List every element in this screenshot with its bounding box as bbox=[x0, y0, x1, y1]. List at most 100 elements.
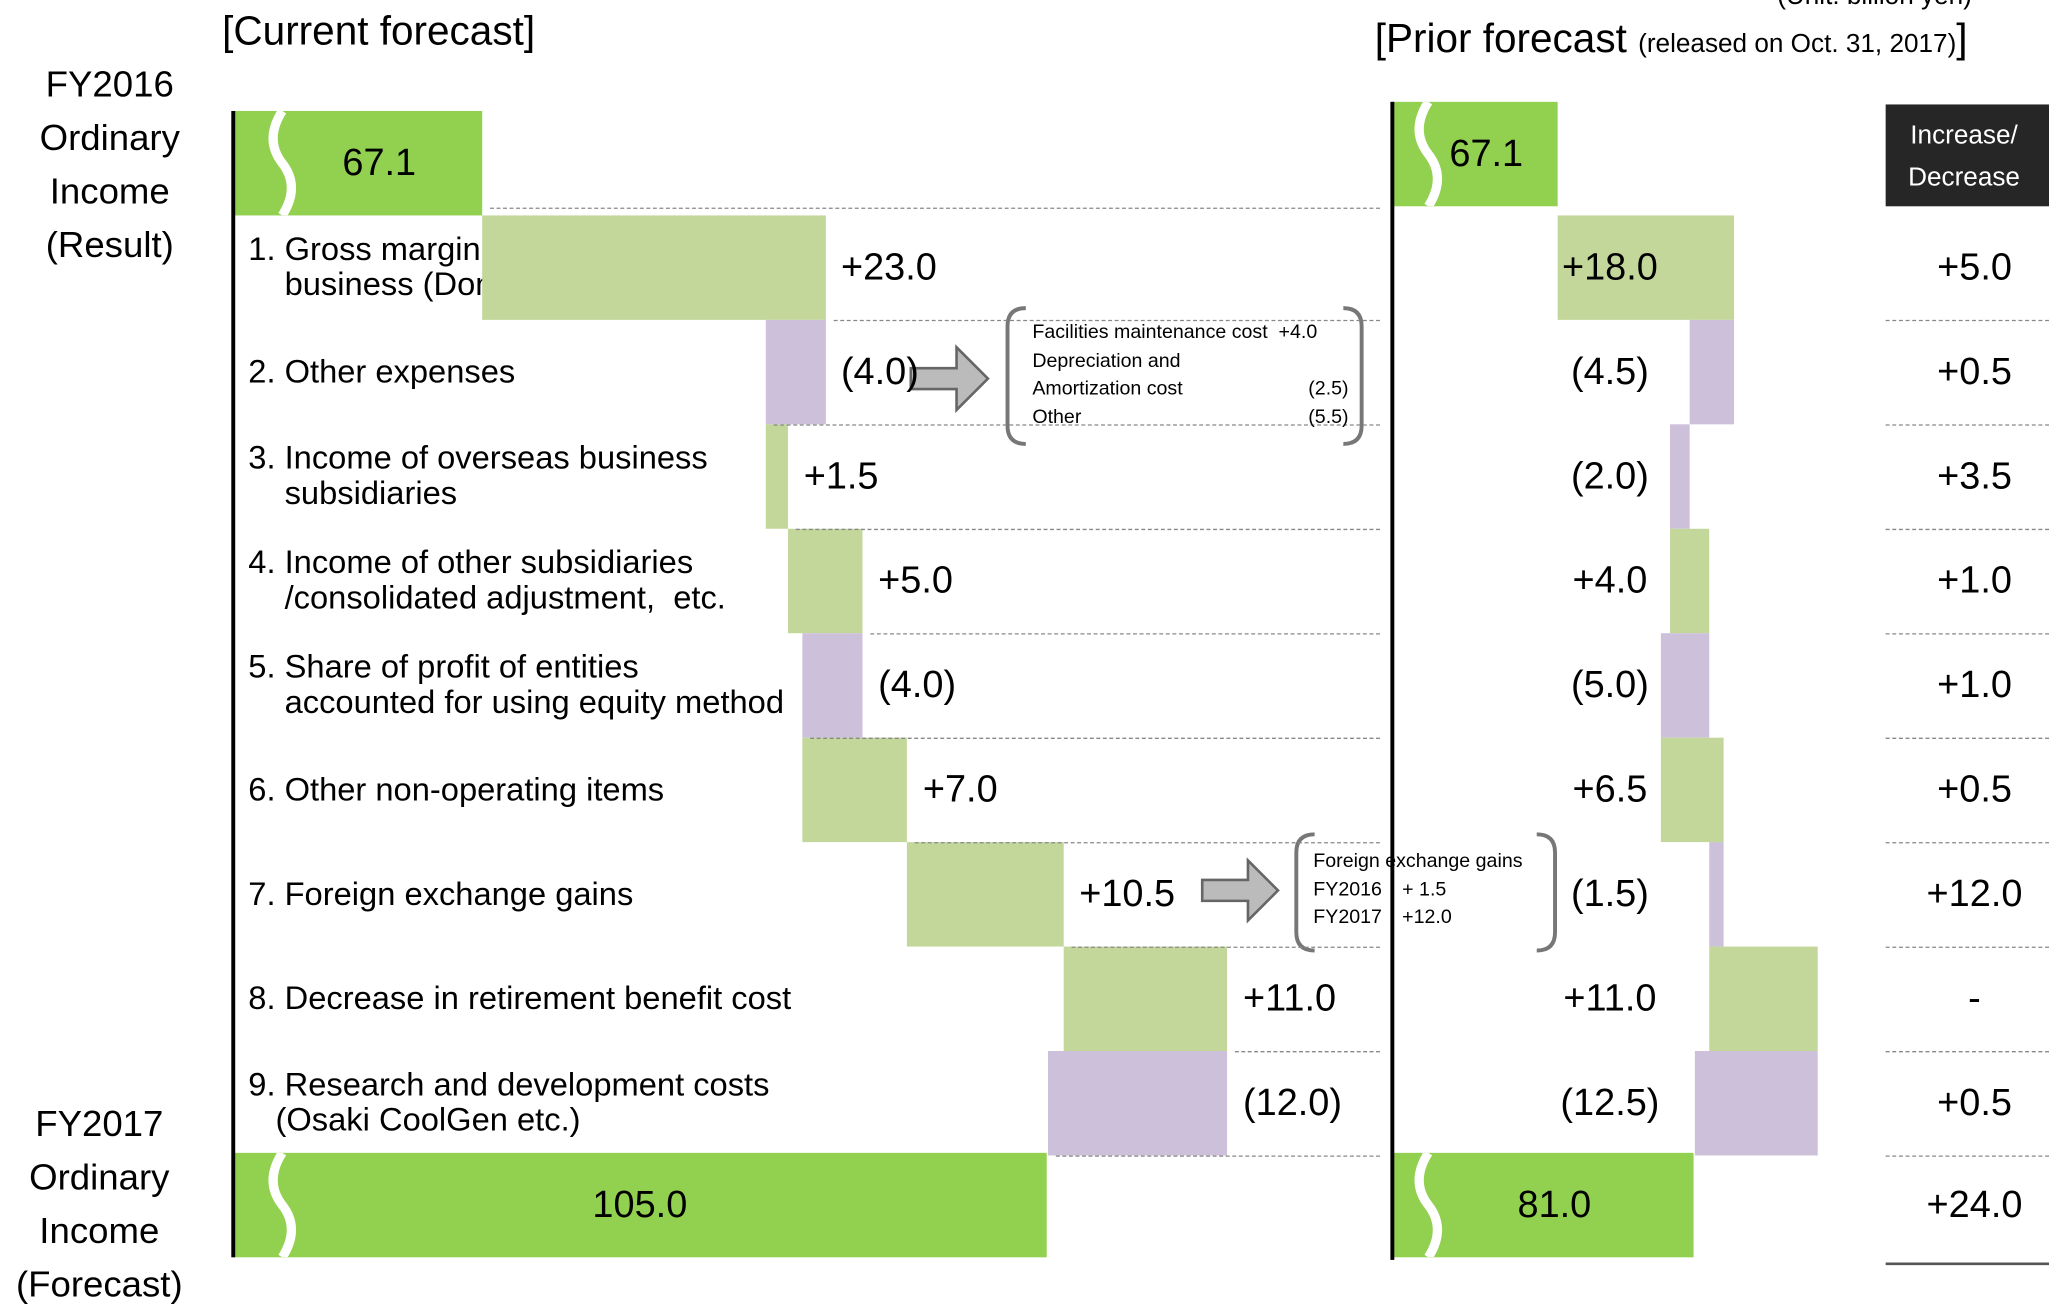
connector bbox=[914, 842, 1380, 844]
row-label: 6. Other non-operating items bbox=[248, 738, 664, 842]
table-cell: - bbox=[1968, 977, 1981, 1020]
connector bbox=[833, 319, 1380, 322]
bar bbox=[482, 215, 826, 320]
row-label: 3. Income of overseas business subsidiar… bbox=[248, 424, 707, 528]
table-divider bbox=[1885, 842, 2049, 844]
row-label-text: 3. Income of overseas business subsidiar… bbox=[248, 439, 708, 512]
table-cell: +0.5 bbox=[1937, 351, 2012, 393]
table-cell: +24.0 bbox=[1926, 1184, 2023, 1226]
bar bbox=[1391, 1152, 1694, 1258]
value-label: (12.0) bbox=[1242, 1082, 1343, 1125]
value-label: 67.1 bbox=[1449, 133, 1524, 175]
row-label-text: 2. Other expenses bbox=[248, 353, 516, 390]
table-divider bbox=[1885, 1155, 2049, 1157]
bracket bbox=[1005, 306, 1026, 446]
bar bbox=[802, 737, 908, 843]
table-cell: +3.5 bbox=[1937, 455, 2012, 498]
bar bbox=[1670, 424, 1690, 529]
value-label: (2.0) bbox=[1570, 455, 1649, 498]
bar bbox=[1670, 528, 1710, 634]
callout-text: Facilities maintenance cost +4.0 bbox=[1032, 321, 1318, 344]
bracket bbox=[1536, 832, 1558, 953]
bar bbox=[1660, 737, 1724, 843]
callout-text: FY2017 bbox=[1313, 906, 1382, 929]
bar bbox=[765, 424, 789, 529]
value-label: +4.0 bbox=[1572, 560, 1648, 602]
table-divider bbox=[1885, 424, 2049, 426]
connector bbox=[1071, 946, 1380, 948]
callout-text: (5.5) bbox=[1308, 405, 1349, 428]
row-label-text: 5. Share of profit of entities accounted… bbox=[248, 648, 785, 721]
callout-text: +12.0 bbox=[1402, 906, 1452, 929]
callout-text: Foreign exchange gains bbox=[1313, 849, 1523, 873]
current-title: [Current forecast] bbox=[222, 7, 536, 54]
prior-title: [Prior forecast bbox=[1374, 15, 1627, 62]
bar bbox=[1689, 319, 1734, 425]
unit-note: (Unit: billion yen) bbox=[1777, 0, 1972, 12]
connector bbox=[490, 207, 1380, 209]
bar bbox=[1709, 842, 1724, 947]
value-label: +7.0 bbox=[922, 769, 998, 811]
bar bbox=[1694, 1051, 1818, 1156]
table-divider bbox=[1885, 737, 2049, 739]
bar bbox=[765, 319, 826, 425]
table-divider bbox=[1885, 528, 2049, 531]
table-cell: +1.0 bbox=[1937, 560, 2012, 602]
callout-text: + 1.5 bbox=[1402, 878, 1447, 901]
table-cell: +1.0 bbox=[1937, 664, 2012, 707]
table-divider bbox=[1885, 319, 2049, 322]
connector bbox=[795, 528, 1380, 531]
row-label-text: 9. Research and development costs (Osaki… bbox=[248, 1066, 770, 1139]
table-cell: +0.5 bbox=[1937, 1082, 2012, 1125]
value-label: +10.5 bbox=[1079, 873, 1176, 916]
bar bbox=[1557, 215, 1734, 320]
arrow bbox=[909, 344, 990, 414]
table-cell: +0.5 bbox=[1937, 769, 2012, 811]
value-label: (4.0) bbox=[840, 351, 919, 393]
axis-line bbox=[231, 110, 236, 1258]
prior-title-wrap: [Prior forecast (released on Oct. 31, 20… bbox=[1375, 16, 1968, 63]
value-label: (5.0) bbox=[1570, 664, 1649, 707]
callout-text: FY2016 bbox=[1313, 878, 1382, 901]
bracket bbox=[1343, 306, 1364, 446]
row-label: 5. Share of profit of entities accounted… bbox=[248, 633, 784, 737]
value-label: +11.0 bbox=[1242, 977, 1337, 1020]
bar bbox=[802, 633, 863, 738]
connector bbox=[1056, 1155, 1380, 1157]
value-label: +6.5 bbox=[1572, 769, 1648, 811]
bar bbox=[1391, 101, 1558, 207]
value-label: 105.0 bbox=[592, 1184, 688, 1226]
bar bbox=[232, 1152, 1048, 1258]
callout-text: Amortization cost bbox=[1032, 377, 1183, 400]
row-label: FY2016 Ordinary Income (Result) bbox=[39, 63, 180, 266]
row-label-text: 7. Foreign exchange gains bbox=[248, 875, 634, 912]
table-header: Increase/ Decrease bbox=[1908, 121, 2020, 192]
value-label: +18.0 bbox=[1561, 246, 1658, 289]
bracket bbox=[1294, 832, 1315, 953]
value-label: +5.0 bbox=[878, 560, 953, 602]
row-label-text: 4. Income of other subsidiaries /consoli… bbox=[248, 544, 726, 617]
table-divider bbox=[1885, 633, 2049, 635]
callout-text: Other bbox=[1032, 405, 1082, 428]
table-divider bbox=[1885, 946, 2049, 948]
callout-text: Depreciation and bbox=[1032, 349, 1181, 372]
value-label: +11.0 bbox=[1563, 977, 1657, 1020]
table-cell: +5.0 bbox=[1937, 246, 2012, 289]
row-label: FY2017 Ordinary Income (Forecast) bbox=[15, 1103, 183, 1305]
value-label: (1.5) bbox=[1570, 873, 1649, 916]
table-divider bbox=[1885, 1051, 2049, 1053]
row-label: 7. Foreign exchange gains bbox=[248, 842, 633, 946]
table-header-bg bbox=[1885, 104, 2049, 207]
connector bbox=[773, 424, 1380, 426]
bar bbox=[788, 528, 863, 634]
row-label: 8. Decrease in retirement benefit cost bbox=[248, 947, 791, 1051]
connector bbox=[1235, 1051, 1380, 1053]
bar bbox=[232, 110, 483, 216]
value-label: (4.5) bbox=[1570, 351, 1649, 393]
axis-line bbox=[1390, 101, 1395, 1260]
row-label: 9. Research and development costs (Osaki… bbox=[248, 1051, 769, 1155]
value-label: 67.1 bbox=[342, 142, 417, 185]
table-cell: +12.0 bbox=[1926, 873, 2023, 916]
